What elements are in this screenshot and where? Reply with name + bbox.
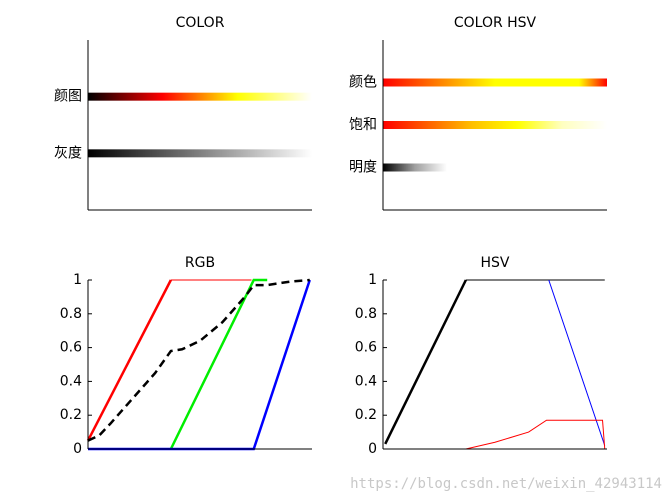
gradient-bar <box>88 92 312 101</box>
chart-title: HSV <box>481 255 510 271</box>
y-tick-label: 颜图 <box>54 89 82 105</box>
series-line <box>88 279 311 451</box>
y-tick-label: 0 <box>73 441 82 457</box>
chart-title: COLOR <box>176 15 225 31</box>
series-line <box>548 279 606 446</box>
gradient-bar <box>383 121 607 129</box>
series-line <box>383 419 606 450</box>
gradient-bar <box>88 149 312 158</box>
series-line <box>169 278 268 450</box>
y-tick-label: 1 <box>368 272 377 288</box>
series-line <box>86 279 172 442</box>
y-tick-label: 0.8 <box>355 306 377 322</box>
y-tick-label: 饱和 <box>349 117 377 133</box>
chart-title: RGB <box>185 255 215 271</box>
y-tick-label: 0.6 <box>60 340 82 356</box>
y-tick-label: 0.2 <box>60 407 82 423</box>
y-tick-label: 0 <box>368 441 377 457</box>
gradient-bar <box>383 163 607 172</box>
y-tick-label: 0.6 <box>355 340 377 356</box>
chart-title: COLOR HSV <box>454 15 537 31</box>
y-tick-label: 1 <box>73 272 82 288</box>
y-tick-label: 0.2 <box>355 407 377 423</box>
series-line <box>87 278 310 442</box>
y-tick-label: 0.4 <box>355 373 377 389</box>
watermark: https://blog.csdn.net/weixin_42943114 <box>350 476 662 492</box>
gradient-bar <box>383 78 607 87</box>
series-line <box>384 279 468 445</box>
y-tick-label: 0.4 <box>60 373 82 389</box>
y-tick-label: 灰度 <box>54 145 82 161</box>
y-tick-label: 0.8 <box>60 306 82 322</box>
y-tick-label: 明度 <box>349 160 377 176</box>
y-tick-label: 颜色 <box>349 74 377 91</box>
